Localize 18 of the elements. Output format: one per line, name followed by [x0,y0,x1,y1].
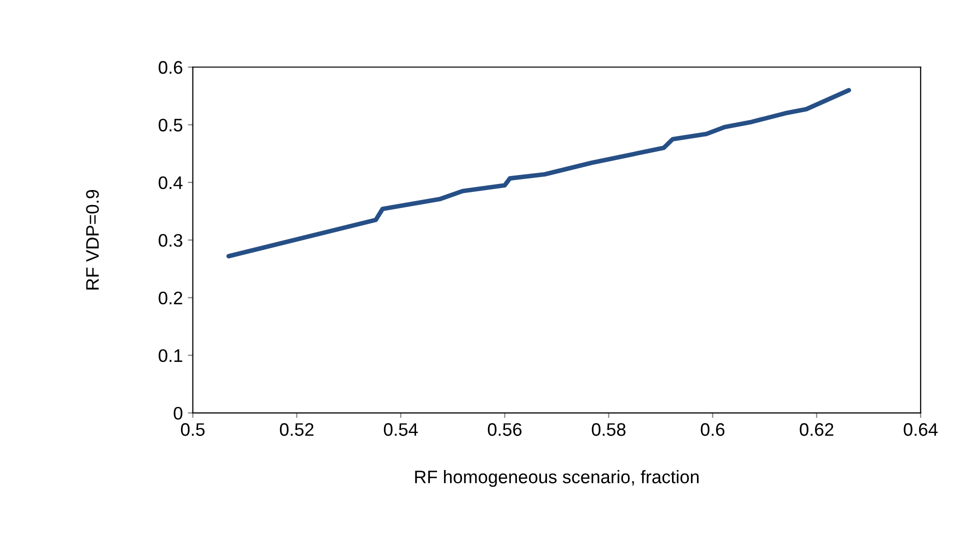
y-axis-title: RF VDP=0.9 [86,190,99,290]
y-tick-label: 0.1 [158,349,182,362]
x-tick-label: 0.58 [592,423,626,436]
y-tick-label: 0.3 [158,234,182,247]
y-tick-label: 0 [174,406,182,420]
line-series [226,88,852,258]
x-tick-label: 0.54 [384,423,418,436]
y-tick-label: 0.6 [158,61,182,74]
x-tick-label: 0.62 [800,423,834,436]
y-tick-label: 0.5 [158,118,182,132]
x-tick-label: 0.5 [180,423,205,436]
x-tick-label: 0.56 [488,423,522,436]
y-tick-label: 0.4 [158,176,183,190]
x-tick-label: 0.52 [280,423,314,436]
x-tick-label: 0.64 [904,423,938,436]
y-tick-label: 0.2 [158,292,182,304]
x-tick-label: 0.6 [700,423,724,436]
x-axis-title: RF homogeneous scenario, fraction [415,470,699,487]
